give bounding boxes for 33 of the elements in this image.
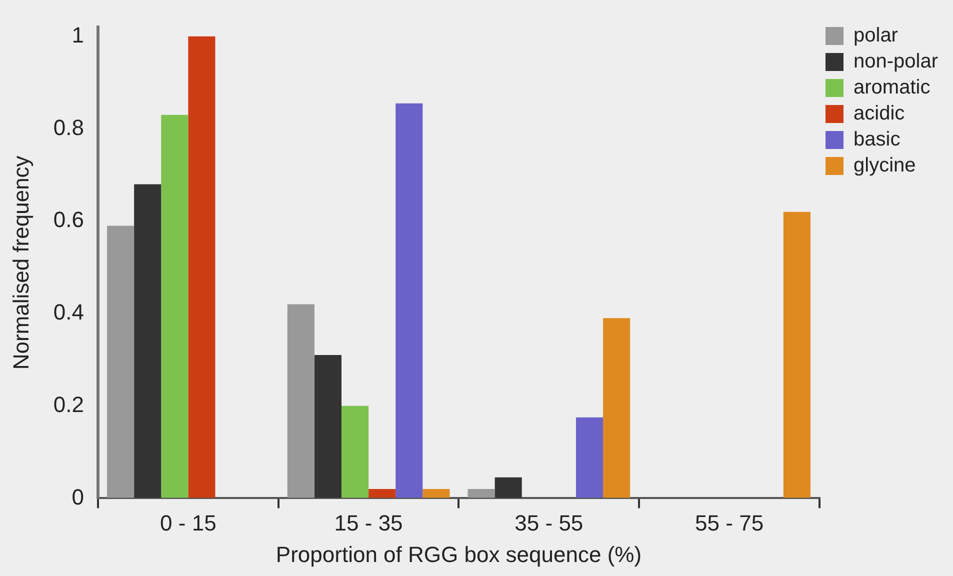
x-tick-label: 15 - 35 [334,510,403,536]
y-tick-label: 0.8 [53,114,84,140]
legend-label: glycine [854,154,916,177]
legend-label: polar [854,24,898,47]
legend-label: basic [854,128,900,151]
legend-label: aromatic [854,76,930,99]
bar [188,36,216,498]
bar [287,304,314,498]
bar [396,103,423,498]
y-tick-label: 0.4 [53,300,84,325]
bar [422,488,450,498]
x-tick-label: 35 - 55 [514,510,584,536]
bar [603,318,630,498]
legend-label: acidic [854,102,905,125]
bar [468,488,495,498]
bar [161,114,188,498]
bar [576,417,604,498]
bar [783,212,810,498]
bar [368,488,396,498]
legend-label: non-polar [854,50,938,73]
x-axis-title: Proportion of RGG box sequence (%) [276,542,642,567]
y-tick-label: 1 [72,22,84,48]
bar [341,406,369,498]
bar [314,355,342,498]
y-tick-label: 0 [72,484,84,510]
bar [134,184,162,498]
bar [494,477,522,498]
x-tick-label: 55 - 75 [695,510,764,536]
y-tick-label: 0.2 [53,392,84,417]
y-tick-label: 0.6 [53,207,84,232]
x-tick-label: 0 - 15 [160,510,216,536]
bar [107,226,134,498]
y-axis-title: Normalised frequency [8,156,34,370]
